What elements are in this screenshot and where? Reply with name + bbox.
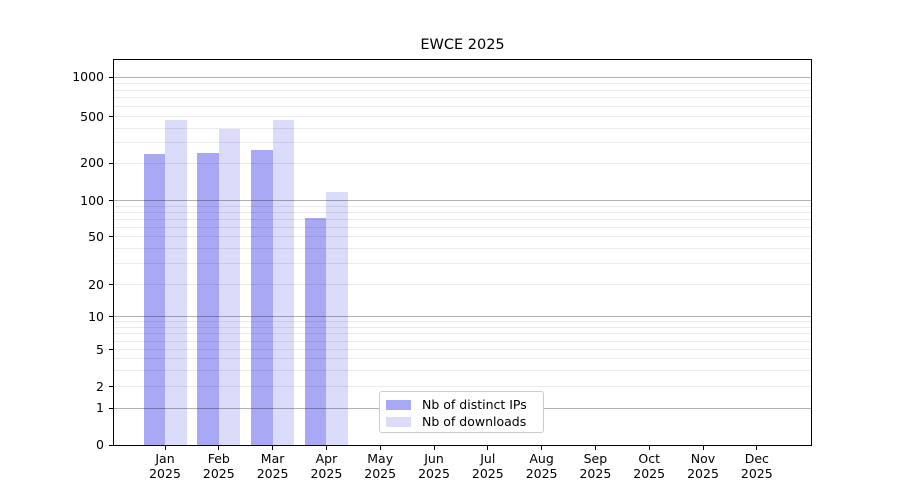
x-tick-label-apr: Apr 2025 [310,451,343,481]
legend-label-downloads: Nb of downloads [422,414,527,429]
legend-item-downloads: Nb of downloads [386,413,543,430]
x-tick-label-feb: Feb 2025 [202,451,235,481]
y-tick-label-1: 1 [96,400,104,416]
x-tick-jun [433,446,435,450]
x-tick-label-jun: Jun 2025 [418,451,450,481]
x-tick-label-aug: Aug 2025 [525,451,558,481]
y-tick-1000 [109,76,113,78]
gridline-40 [114,247,811,249]
x-tick-label-jul: Jul 2025 [471,451,504,481]
gridline-80 [114,211,811,213]
axes-layer: 1000 500 200 100 50 20 10 5 2 1 0 Jan 2025 Feb 2025 Mar… [72,60,811,481]
y-tick-label-20: 20 [88,276,104,292]
gridline-1000 [114,76,811,78]
legend-item-distinct-ips: Nb of distinct IPs [386,396,543,413]
gridline-50 [114,236,811,238]
legend: Nb of distinct IPs Nb of downloads [379,391,544,433]
x-tick-sep [594,446,596,450]
x-tick-label-dec: Dec 2025 [740,451,773,481]
chart-title: EWCE 2025 [420,37,505,53]
y-tick-label-0: 0 [96,437,104,452]
gridline-800 [114,89,811,91]
x-tick-label-may: May 2025 [364,451,397,481]
gridline-900 [114,82,811,84]
y-tick-2 [109,386,113,388]
gridline-8 [114,326,811,328]
gridline-20 [114,284,811,286]
gridline-700 [114,97,811,99]
y-tick-label-2: 2 [96,378,104,394]
gridline-70 [114,218,811,220]
x-tick-label-jan: Jan 2025 [149,451,181,481]
gridline-6 [114,340,811,342]
gridline-3 [114,369,811,371]
y-tick-label-1000: 1000 [72,69,104,85]
gridline-7 [114,333,811,335]
gridline-600 [114,105,811,107]
x-tick-dec [756,446,758,450]
y-tick-50 [109,236,113,238]
y-tick-label-50: 50 [88,228,104,244]
gridline-500 [114,116,811,118]
bar-distinct-ips-jan [143,154,165,445]
x-tick-label-sep: Sep 2025 [579,451,612,481]
y-tick-label-100: 100 [80,192,104,208]
bar-downloads-feb [218,128,241,445]
y-tick-0 [109,444,113,446]
y-tick-20 [109,284,113,286]
gridline-100 [114,200,811,202]
y-tick-10 [109,316,113,318]
x-tick-label-oct: Oct 2025 [633,451,666,481]
gridline-5 [114,349,811,351]
bar-distinct-ips-mar [251,149,273,445]
gridline-4 [114,358,811,360]
gridline-90 [114,205,811,207]
bars-layer [114,60,811,445]
bar-distinct-ips-feb [197,152,219,445]
gridline-60 [114,226,811,228]
gridline-30 [114,263,811,265]
y-tick-label-10: 10 [88,308,104,324]
x-tick-mar [272,446,274,450]
gridline-200 [114,162,811,164]
x-tick-may [379,446,381,450]
gridline-300 [114,142,811,144]
legend-label-distinct-ips: Nb of distinct IPs [422,397,527,412]
gridline-400 [114,127,811,129]
bar-distinct-ips-apr [304,217,327,445]
x-tick-apr [325,446,327,450]
x-tick-label-nov: Nov 2025 [687,451,719,481]
bar-downloads-jan [165,120,187,445]
y-tick-500 [109,116,113,118]
y-tick-100 [109,200,113,202]
plot-area: 1000 500 200 100 50 20 10 5 2 1 0 Jan 2025 Feb 2025 Mar… [72,59,812,481]
gridline-9 [114,321,811,323]
gridline-10 [114,316,811,318]
y-tick-label-5: 5 [96,341,104,357]
y-tick-200 [109,162,113,164]
bar-downloads-apr [326,191,348,445]
x-tick-aug [541,446,543,450]
y-tick-5 [109,349,113,351]
bar-downloads-mar [272,120,295,445]
gridline-2 [114,386,811,388]
y-tick-label-500: 500 [80,108,104,124]
x-tick-jul [487,446,489,450]
x-tick-nov [702,446,704,450]
legend-swatch-distinct-ips [386,399,411,410]
legend-swatch-downloads [386,416,411,427]
x-tick-feb [218,446,220,450]
y-tick-1 [109,407,113,409]
y-tick-label-200: 200 [80,155,104,171]
x-tick-oct [648,446,650,450]
x-tick-label-mar: Mar 2025 [256,451,289,481]
x-tick-jan [164,446,166,450]
